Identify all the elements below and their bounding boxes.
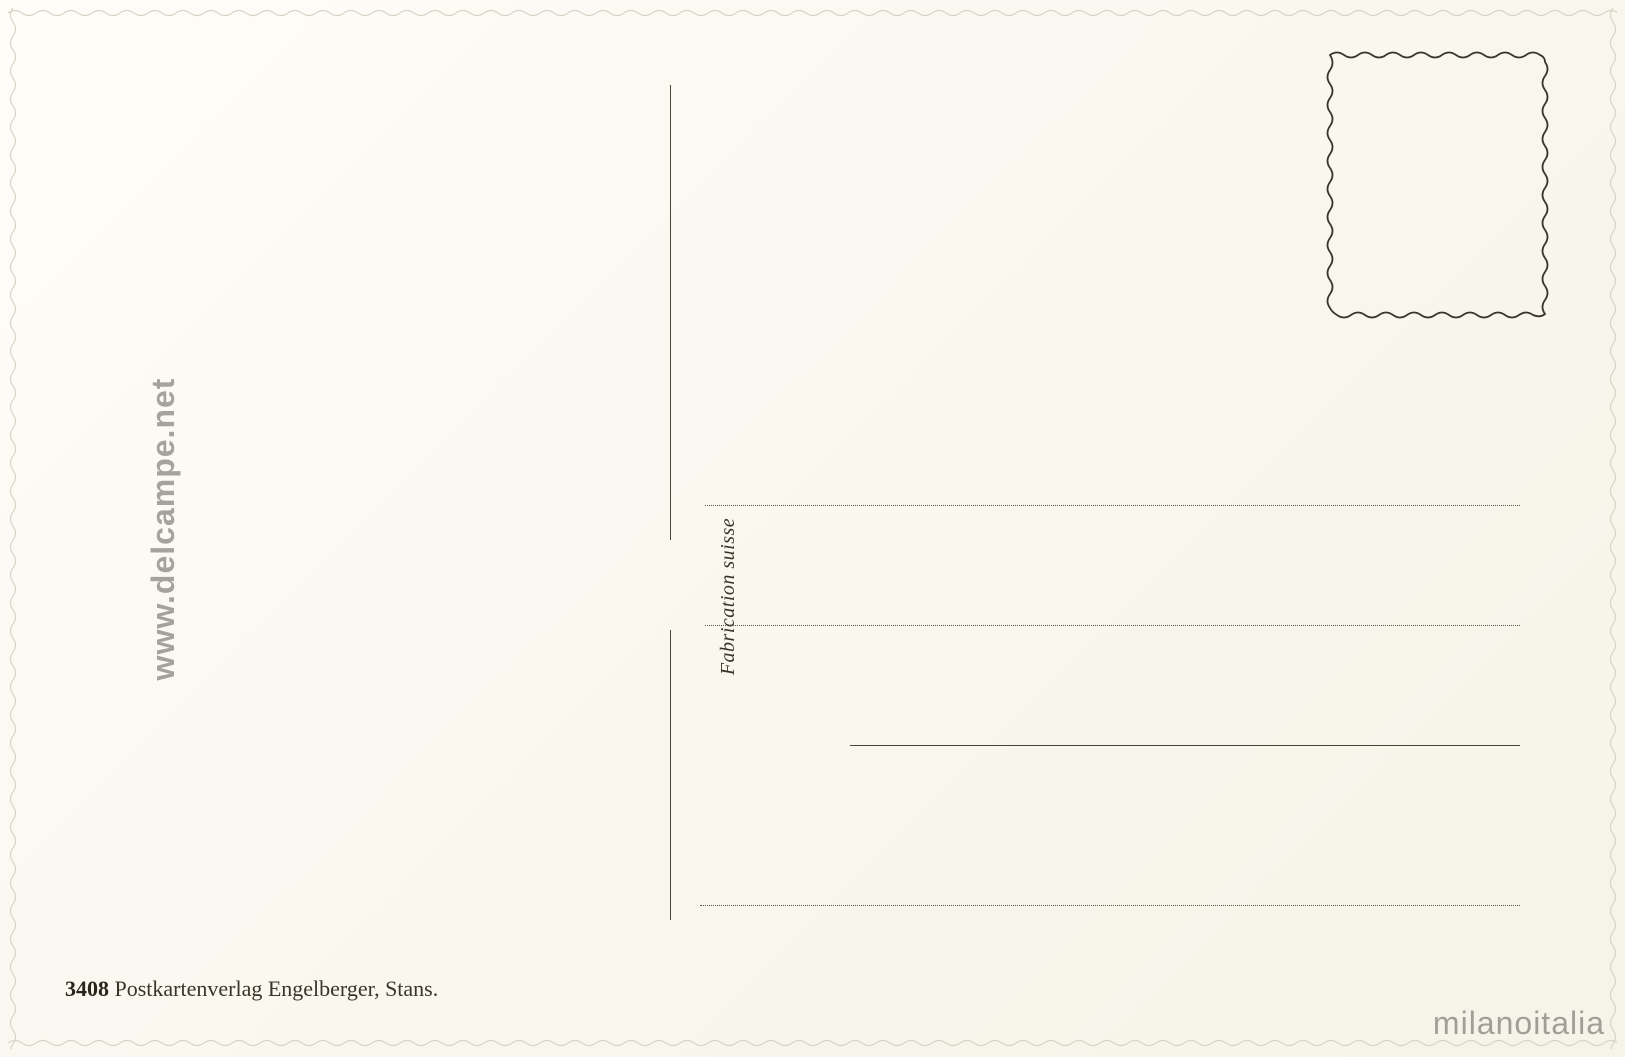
fabrication-label: Fabrication suisse (717, 518, 740, 675)
address-line-1 (705, 505, 1520, 506)
postcard-back: Fabrication suisse 3408 Postkartenverlag… (0, 0, 1625, 1057)
address-line-4 (700, 905, 1520, 906)
center-divider-top (670, 85, 671, 540)
publisher-name: Postkartenverlag Engelberger, Stans. (115, 976, 439, 1001)
stamp-placeholder (1325, 50, 1550, 320)
address-line-3 (850, 745, 1520, 746)
center-divider-bottom (670, 630, 671, 920)
publisher-imprint: 3408 Postkartenverlag Engelberger, Stans… (65, 976, 438, 1002)
address-line-2 (705, 625, 1520, 626)
watermark-seller: milanoitalia (1433, 1005, 1605, 1042)
watermark-delcampe: www.delcampe.net (145, 377, 182, 680)
card-number: 3408 (65, 976, 109, 1001)
